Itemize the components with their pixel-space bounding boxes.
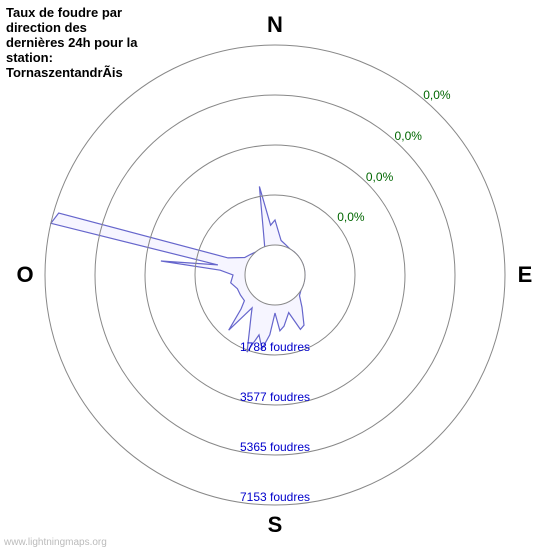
attribution: www.lightningmaps.org	[4, 537, 107, 548]
chart-title: Taux de foudre par direction des dernièr…	[6, 6, 146, 81]
ring-label-lower-1: 1788 foudres	[240, 340, 310, 354]
ring-label-upper-2: 0,0%	[366, 170, 393, 184]
ring-label-upper-1: 0,0%	[337, 210, 364, 224]
ring-label-lower-2: 3577 foudres	[240, 390, 310, 404]
polar-chart	[0, 0, 550, 550]
cardinal-w: O	[16, 262, 33, 288]
cardinal-n: N	[267, 12, 283, 38]
ring-label-lower-4: 7153 foudres	[240, 490, 310, 504]
cardinal-s: S	[268, 512, 283, 538]
ring-label-lower-3: 5365 foudres	[240, 440, 310, 454]
ring-label-upper-4: 0,0%	[423, 88, 450, 102]
ring-label-upper-3: 0,0%	[395, 129, 422, 143]
cardinal-e: E	[518, 262, 533, 288]
